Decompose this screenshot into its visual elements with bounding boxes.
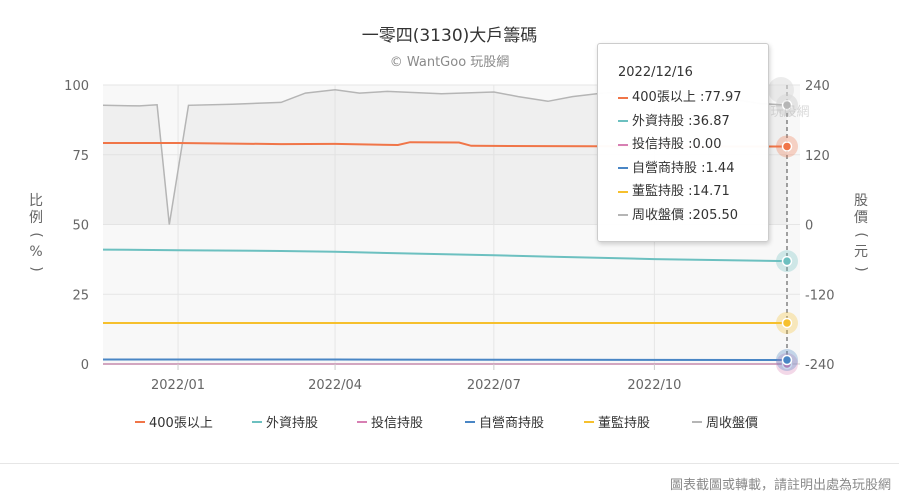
- x-tick-label: 2022/07: [467, 378, 521, 393]
- legend-item-3: 自營商持股: [465, 416, 544, 431]
- tooltip-series-value: 14.71: [692, 184, 730, 199]
- tooltip-series-value: 36.87: [692, 113, 730, 129]
- x-tick-label: 2022/10: [627, 378, 681, 393]
- chart-subtitle: © WantGoo 玩股網: [390, 55, 510, 70]
- tooltip-separator: :: [684, 207, 693, 223]
- axis-label-char: %: [29, 244, 42, 260]
- hover-point-3: [781, 354, 793, 366]
- tooltip-row: 投信持股 :0.00: [618, 135, 768, 159]
- hover-point-1: [781, 255, 793, 267]
- tooltip-swatch: [618, 143, 628, 146]
- axis-label-char: 元: [854, 244, 868, 260]
- hover-point-4: [781, 317, 793, 329]
- axis-label-char: (: [853, 232, 869, 237]
- tooltip-swatch: [618, 120, 628, 122]
- y-left-tick-label: 100: [64, 79, 89, 94]
- legend-label: 自營商持股: [479, 416, 544, 431]
- tooltip-series-name: 自營商持股: [632, 160, 698, 176]
- legend-item-4: 董監持股: [584, 415, 650, 431]
- y-right-tick-label: 0: [805, 219, 813, 234]
- tooltip-separator: :: [684, 113, 693, 129]
- y-right-axis-label: 股價 ( 元): [853, 193, 869, 272]
- tooltip-series-name: 周收盤價: [632, 207, 685, 223]
- y-right-tick-label: 120: [805, 149, 830, 164]
- tooltip-row: 外資持股 :36.87: [618, 112, 768, 136]
- tooltip-series-value: 77.97: [704, 90, 742, 105]
- series-line-3: [103, 358, 788, 361]
- y-left-axis-label: 比例 (%): [28, 193, 44, 272]
- legend-label: 董監持股: [598, 415, 650, 431]
- y-left-tick-label: 25: [72, 288, 89, 303]
- tooltip: 2022/12/16 400張以上 :77.97 外資持股 :36.87 投信持股 …: [597, 43, 769, 242]
- tooltip-rows: 400張以上 :77.97 外資持股 :36.87 投信持股 :0.00 自營商持股 …: [618, 88, 768, 229]
- legend-item-2: 投信持股: [357, 415, 423, 431]
- hover-point-0: [781, 141, 793, 152]
- y-left-tick-label: 50: [72, 219, 89, 234]
- axis-label-char: 價: [854, 209, 868, 226]
- x-tick-label: 2022/04: [308, 378, 362, 393]
- y-right-tick-label: -240: [805, 358, 835, 373]
- legend-item-1: 外資持股: [252, 416, 318, 431]
- axis-layer: 0 25 50 75 100 2022/01 2022/04 2022/07 2022/10 -2…: [28, 79, 869, 393]
- series-line-0: [103, 141, 788, 148]
- axis-label-char: ): [853, 266, 869, 271]
- legend-item-0: 400張以上: [135, 416, 213, 431]
- x-tick-label: 2022/01: [151, 378, 205, 393]
- legend-label: 投信持股: [371, 415, 423, 431]
- marker-layer: 玩股網: [768, 77, 810, 375]
- tooltip-row: 董監持股 :14.71: [618, 182, 768, 206]
- watermark: 玩股網: [768, 77, 810, 120]
- tooltip-series-name: 投信持股: [632, 137, 685, 152]
- legend-label: 周收盤價: [706, 416, 758, 431]
- legend-label: 400張以上: [149, 416, 213, 431]
- footer-divider: [0, 463, 899, 464]
- series-line-1: [102, 248, 788, 263]
- tooltip-series-name: 董監持股: [632, 184, 685, 199]
- y-left-tick-label: 75: [72, 149, 89, 164]
- tooltip-series-value: 1.44: [705, 160, 735, 176]
- watermark-text: 玩股網: [770, 105, 809, 120]
- y-right-tick-label: 240: [805, 79, 830, 94]
- footer-note: 圖表截圖或轉載，請註明出處為玩股網: [669, 478, 891, 493]
- legend: 400張以上 外資持股 投信持股 自營商持股 董監持股 周收盤價: [135, 415, 758, 431]
- axis-label-char: 例: [29, 210, 43, 226]
- tooltip-series-value: 0.00: [692, 137, 722, 152]
- y-right-tick-label: -120: [805, 288, 835, 303]
- tooltip-series-name: 400張以上: [632, 90, 696, 105]
- tooltip-row: 自營商持股 :1.44: [618, 159, 768, 183]
- tooltip-series-value: 205.50: [692, 207, 739, 223]
- tooltip-swatch: [618, 96, 628, 99]
- legend-item-5: 周收盤價: [692, 416, 758, 431]
- y-left-tick-label: 0: [81, 358, 89, 373]
- tooltip-swatch: [618, 190, 628, 193]
- watermark-logo-icon: [768, 77, 794, 103]
- tooltip-date: 2022/12/16: [618, 65, 693, 80]
- axis-label-char: 比: [29, 193, 43, 209]
- axis-label-char: (: [28, 232, 44, 237]
- tooltip-series-name: 外資持股: [632, 113, 685, 129]
- tooltip-separator: :: [695, 90, 705, 105]
- tooltip-separator: :: [697, 160, 706, 176]
- tooltip-separator: :: [684, 184, 693, 199]
- legend-label: 外資持股: [266, 416, 318, 431]
- tooltip-separator: :: [684, 137, 693, 152]
- tooltip-row: 400張以上 :77.97: [618, 88, 768, 112]
- tooltip-row: 周收盤價 :205.50: [618, 206, 768, 230]
- axis-label-char: ): [28, 266, 44, 271]
- chart-title: 一零四(3130)大戶籌碼: [362, 26, 538, 46]
- tooltip-swatch: [618, 167, 628, 169]
- tooltip-swatch: [618, 214, 628, 216]
- axis-label-char: 股: [854, 193, 868, 209]
